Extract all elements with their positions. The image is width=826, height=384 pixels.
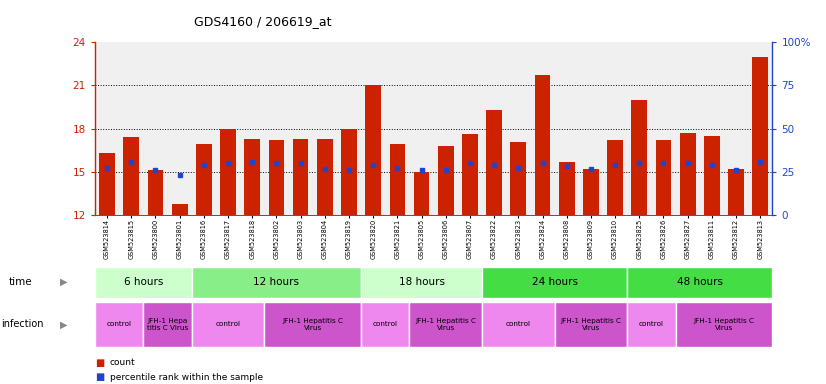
Bar xyxy=(144,302,192,347)
Bar xyxy=(414,172,430,215)
Bar xyxy=(680,133,695,215)
Text: GDS4160 / 206619_at: GDS4160 / 206619_at xyxy=(194,15,331,28)
Text: 24 hours: 24 hours xyxy=(532,276,577,286)
Text: JFH-1 Hepatitis C
Virus: JFH-1 Hepatitis C Virus xyxy=(694,318,754,331)
Text: 12 hours: 12 hours xyxy=(254,276,299,286)
Text: 18 hours: 18 hours xyxy=(399,276,444,286)
Text: JFH-1 Hepa
titis C Virus: JFH-1 Hepa titis C Virus xyxy=(147,318,188,331)
Bar xyxy=(361,302,410,347)
Text: ▶: ▶ xyxy=(60,319,68,329)
Bar xyxy=(627,267,772,298)
Text: ▶: ▶ xyxy=(60,277,68,287)
Text: control: control xyxy=(506,321,531,328)
Text: 6 hours: 6 hours xyxy=(124,276,163,286)
Bar xyxy=(482,267,627,298)
Bar xyxy=(172,204,188,215)
Bar xyxy=(510,142,526,215)
Text: ■: ■ xyxy=(95,372,104,382)
Bar xyxy=(583,169,599,215)
Text: JFH-1 Hepatitis C
Virus: JFH-1 Hepatitis C Virus xyxy=(282,318,343,331)
Text: percentile rank within the sample: percentile rank within the sample xyxy=(110,372,263,382)
Text: infection: infection xyxy=(1,319,43,329)
Bar xyxy=(390,144,406,215)
Text: control: control xyxy=(107,321,131,328)
Text: 48 hours: 48 hours xyxy=(676,276,723,286)
Text: control: control xyxy=(638,321,664,328)
Bar xyxy=(534,75,550,215)
Bar xyxy=(244,139,260,215)
Bar xyxy=(627,302,676,347)
Text: time: time xyxy=(8,277,32,287)
Bar xyxy=(631,100,647,215)
Bar xyxy=(607,140,623,215)
Bar xyxy=(752,56,768,215)
Bar xyxy=(729,169,744,215)
Bar xyxy=(361,267,482,298)
Bar xyxy=(192,302,264,347)
Text: JFH-1 Hepatitis C
Virus: JFH-1 Hepatitis C Virus xyxy=(415,318,477,331)
Bar xyxy=(438,146,453,215)
Bar xyxy=(221,129,236,215)
Bar xyxy=(192,267,361,298)
Bar xyxy=(317,139,333,215)
Text: count: count xyxy=(110,358,135,367)
Bar xyxy=(95,267,192,298)
Bar xyxy=(268,140,284,215)
Bar xyxy=(704,136,719,215)
Bar xyxy=(99,153,115,215)
Bar xyxy=(482,302,554,347)
Bar xyxy=(95,302,144,347)
Bar xyxy=(462,134,477,215)
Text: JFH-1 Hepatitis C
Virus: JFH-1 Hepatitis C Virus xyxy=(560,318,621,331)
Bar xyxy=(196,144,211,215)
Bar xyxy=(292,139,308,215)
Bar xyxy=(365,86,381,215)
Bar xyxy=(554,302,627,347)
Text: control: control xyxy=(373,321,398,328)
Text: control: control xyxy=(216,321,240,328)
Bar xyxy=(264,302,361,347)
Bar xyxy=(559,162,575,215)
Text: ■: ■ xyxy=(95,358,104,368)
Bar xyxy=(656,140,672,215)
Bar xyxy=(676,302,772,347)
Bar xyxy=(410,302,482,347)
Bar xyxy=(123,137,139,215)
Bar xyxy=(341,129,357,215)
Bar xyxy=(487,110,502,215)
Bar xyxy=(148,170,164,215)
